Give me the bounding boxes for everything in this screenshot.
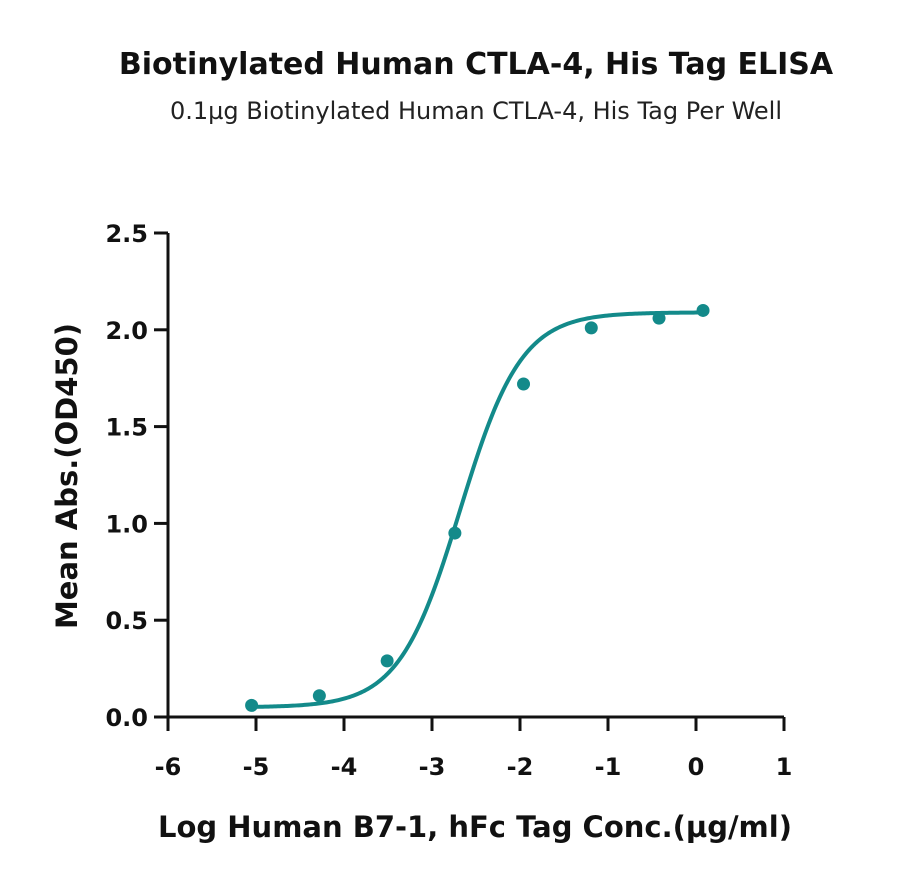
x-tick-label: 0 [688,753,705,781]
x-tick-label: -4 [331,753,358,781]
x-tick-label: -3 [419,753,446,781]
chart-title: Biotinylated Human CTLA-4, His Tag ELISA [119,47,834,82]
data-point [380,654,394,668]
data-point [517,377,531,391]
y-axis-ticks: 0.0 0.5 1.0 1.5 2.0 2.5 [105,220,168,732]
data-point [652,311,666,325]
y-tick-label: 1.5 [105,414,148,442]
y-tick-label: 0.0 [105,704,148,732]
y-tick-label: 0.5 [105,607,148,635]
fit-curve [249,310,706,709]
x-axis-ticks: -6 -5 -4 -3 -2 -1 0 1 [155,717,793,781]
data-point [448,526,462,540]
data-point [312,689,326,703]
data-point [584,321,598,335]
y-axis-label: Mean Abs.(OD450) [50,323,84,629]
x-axis-label: Log Human B7-1, hFc Tag Conc.(µg/ml) [158,810,792,844]
data-points [245,303,710,712]
x-tick-label: -5 [243,753,270,781]
data-point [245,698,259,712]
y-tick-label: 2.5 [105,220,148,248]
x-tick-label: 1 [776,753,793,781]
y-tick-label: 1.0 [105,510,148,538]
x-tick-label: -2 [507,753,534,781]
x-tick-label: -1 [595,753,622,781]
y-tick-label: 2.0 [105,317,148,345]
data-point [696,303,710,317]
chart-subtitle: 0.1µg Biotinylated Human CTLA-4, His Tag… [170,97,782,125]
x-tick-label: -6 [155,753,182,781]
